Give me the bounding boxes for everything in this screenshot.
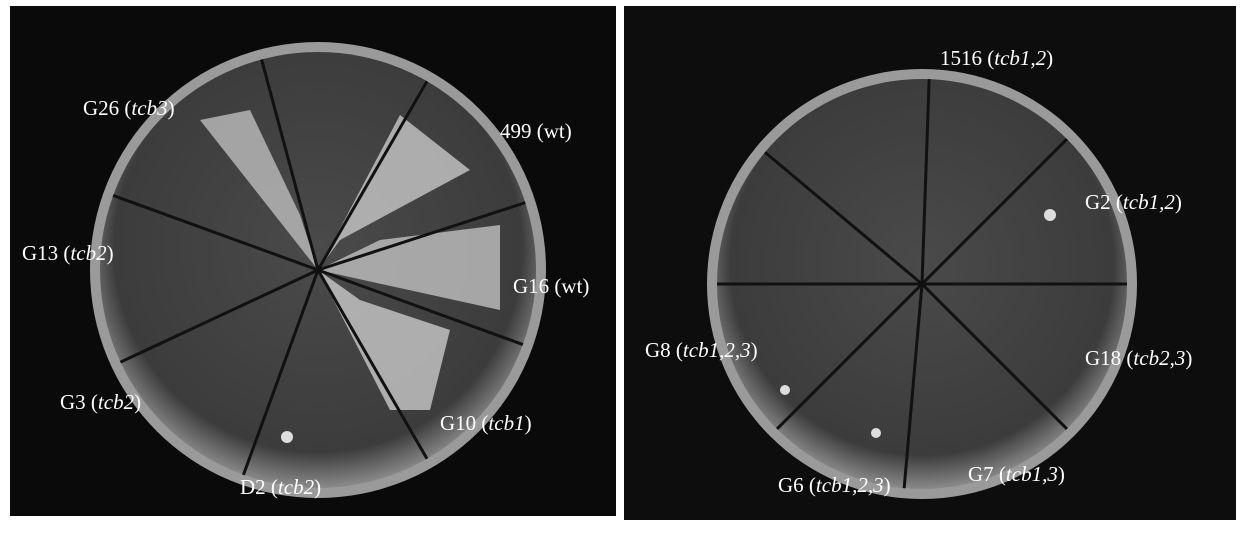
strain-label: G26 (tcb3) [83,96,175,120]
strain-name: ) [1185,346,1192,370]
strain-label: G10 (tcb1) [440,411,532,435]
strain-name: ) [1046,46,1053,70]
strain-name: G8 ( [645,338,683,362]
colony [871,428,881,438]
strain-label: G18 (tcb2,3) [1085,346,1192,370]
strain-label: 499 (wt) [500,119,572,143]
photo: G26 (tcb3)499 (wt)G13 (tcb2)G16 (wt)G3 (… [0,0,1241,543]
strain-name: ) [751,338,758,362]
genotype: tcb2 [278,475,315,499]
strain-label: G6 (tcb1,2,3) [778,473,891,497]
colony [281,431,293,443]
genotype: tcb1,2 [1123,190,1175,214]
genotype: tcb1,2,3 [683,338,751,362]
strain-name: ) [134,390,141,414]
strain-name: G6 ( [778,473,816,497]
strain-name: ) [107,241,114,265]
strain-name: G3 ( [60,390,98,414]
genotype: tcb1 [488,411,524,435]
strain-name: ) [884,473,891,497]
strain-label: G16 (wt) [513,274,589,298]
strain-name: 499 (wt) [500,119,572,143]
strain-name: G18 ( [1085,346,1133,370]
genotype: tcb3 [131,96,167,120]
strain-name: 1516 ( [940,46,994,70]
strain-label: G8 (tcb1,2,3) [645,338,758,362]
strain-name: G13 ( [22,241,70,265]
genotype: tcb2 [98,390,135,414]
colony [1044,209,1056,221]
strain-name: D2 ( [240,475,278,499]
strain-name: G10 ( [440,411,488,435]
strain-label: 1516 (tcb1,2) [940,46,1053,70]
strain-label: G3 (tcb2) [60,390,141,414]
colony [780,385,790,395]
strain-name: ) [1058,462,1065,486]
strain-name: G2 ( [1085,190,1123,214]
strain-name: ) [168,96,175,120]
genotype: tcb1,2,3 [816,473,884,497]
genotype: tcb1,3 [1006,462,1058,486]
strain-label: G2 (tcb1,2) [1085,190,1182,214]
genotype: tcb1,2 [994,46,1046,70]
strain-name: G26 ( [83,96,131,120]
strain-name: G7 ( [968,462,1006,486]
strain-label: G13 (tcb2) [22,241,114,265]
strain-name: G16 (wt) [513,274,589,298]
strain-name: ) [314,475,321,499]
strain-label: D2 (tcb2) [240,475,321,499]
page: {"plates": [ {"labels": [ {"parts": ["G2… [0,0,1241,543]
genotype: tcb2,3 [1133,346,1185,370]
genotype: tcb2 [70,241,107,265]
strain-label: G7 (tcb1,3) [968,462,1065,486]
strain-name: ) [1175,190,1182,214]
strain-name: ) [525,411,532,435]
